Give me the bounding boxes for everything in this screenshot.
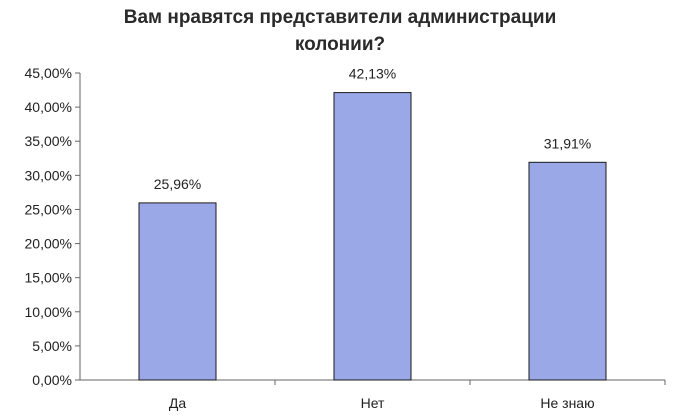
chart-title: Вам нравятся представители администрации… — [60, 4, 620, 58]
y-tick-label: 25,00% — [25, 201, 72, 217]
bar — [333, 92, 412, 381]
x-category-label: Нет — [361, 395, 385, 411]
y-tick-label: 5,00% — [32, 338, 72, 354]
y-tick-label: 30,00% — [25, 167, 72, 183]
y-tick-label: 35,00% — [25, 133, 72, 149]
y-tick-label: 15,00% — [25, 270, 72, 286]
y-tick-label: 45,00% — [25, 65, 72, 81]
chart-title-line-2: колонии? — [294, 34, 386, 55]
bar-data-label: 25,96% — [154, 176, 201, 192]
bar-data-label: 42,13% — [349, 66, 396, 82]
y-tick-label: 10,00% — [25, 304, 72, 320]
bar — [528, 161, 607, 381]
chart-title-line-1: Вам нравятся представители администрации — [123, 7, 557, 28]
bar — [138, 202, 217, 381]
y-tick-label: 40,00% — [25, 99, 72, 115]
bar-data-label: 31,91% — [544, 135, 591, 151]
x-category-label: Не знаю — [540, 395, 594, 411]
x-category-label: Да — [169, 395, 186, 411]
y-tick-label: 20,00% — [25, 236, 72, 252]
y-tick-label: 0,00% — [32, 372, 72, 388]
